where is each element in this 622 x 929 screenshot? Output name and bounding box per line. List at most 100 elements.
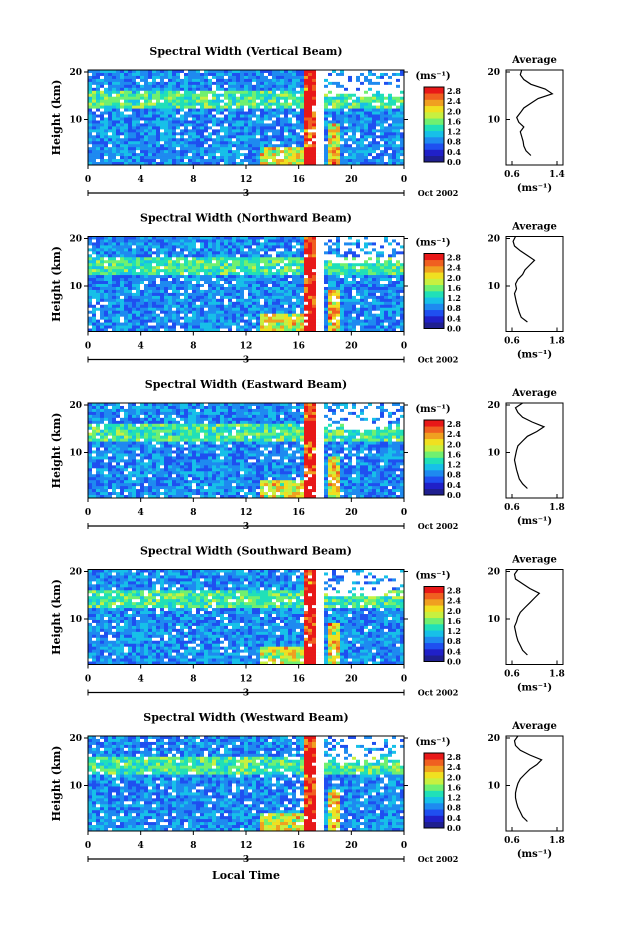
heatmap-cell [152, 111, 157, 115]
heatmap-cell [164, 236, 169, 240]
heatmap-cell [136, 284, 141, 288]
heatmap-cell [272, 129, 277, 133]
heatmap-cell [272, 150, 277, 154]
heatmap-cell [112, 245, 117, 249]
heatmap-cell [284, 307, 289, 312]
heatmap-cell [320, 272, 325, 276]
heatmap-cell [140, 84, 145, 89]
heatmap-cell [204, 75, 209, 80]
heatmap-cell [328, 292, 333, 297]
heatmap-cell [228, 162, 233, 166]
heatmap-cell [336, 251, 341, 255]
heatmap-cell [160, 289, 165, 294]
heatmap-cell [356, 239, 361, 243]
heatmap-cell [300, 93, 305, 98]
heatmap-cell [100, 120, 105, 124]
heatmap-cell [96, 295, 101, 300]
heatmap-cell [344, 319, 349, 323]
heatmap-cell [208, 248, 213, 252]
heatmap-cell [240, 153, 245, 157]
heatmap-cell [196, 325, 201, 329]
heatmap-cell [92, 263, 97, 267]
heatmap-cell [360, 144, 365, 148]
heatmap-cell [184, 102, 189, 106]
heatmap-cell [288, 292, 293, 297]
heatmap-cell [240, 292, 245, 297]
heatmap-cell [132, 135, 137, 139]
heatmap-cell [88, 126, 93, 130]
heatmap-cell [176, 78, 181, 83]
heatmap-cell [280, 278, 285, 282]
heatmap-cell [268, 108, 273, 112]
heatmap-cell [160, 99, 165, 103]
heatmap-cell [116, 78, 121, 83]
heatmap-cell [376, 245, 381, 249]
heatmap-cell [372, 254, 377, 258]
heatmap-cell [296, 242, 301, 246]
heatmap-cell [336, 281, 341, 285]
heatmap-cell [200, 278, 205, 282]
heatmap-cell [240, 278, 245, 282]
heatmap-cell [304, 272, 309, 276]
heatmap-cell [160, 325, 165, 329]
heatmap-cell [312, 105, 317, 109]
heatmap-cell [268, 254, 273, 258]
heatmap-cell [208, 132, 213, 136]
heatmap-cell [216, 126, 221, 130]
heatmap-cell [384, 289, 389, 294]
heatmap-cell [264, 292, 269, 297]
heatmap-cell [172, 319, 177, 323]
heatmap-cell [348, 239, 353, 243]
heatmap-cell [336, 81, 341, 86]
heatmap-cell [208, 245, 213, 249]
heatmap-cell [108, 129, 113, 133]
heatmap-cell [364, 120, 369, 124]
heatmap-cell [116, 153, 121, 157]
heatmap-cell [196, 298, 201, 303]
heatmap-cell [136, 298, 141, 303]
heatmap-cell [212, 105, 217, 109]
heatmap-cell [364, 307, 369, 312]
heatmap-cell [100, 132, 105, 136]
heatmap-cell [108, 132, 113, 136]
heatmap-cell [328, 147, 333, 151]
heatmap-cell [272, 242, 277, 246]
heatmap-cell [156, 254, 161, 258]
heatmap-cell [172, 325, 177, 329]
heatmap-cell [92, 126, 97, 130]
heatmap-cell [236, 319, 241, 323]
heatmap-cell [168, 108, 173, 112]
heatmap-cell [356, 272, 361, 276]
heatmap-cell [348, 298, 353, 303]
heatmap-cell [388, 78, 393, 83]
heatmap-cell [276, 75, 281, 80]
heatmap-cell [312, 150, 317, 154]
heatmap-cell [156, 242, 161, 246]
heatmap-cell [124, 108, 129, 112]
heatmap-cell [356, 286, 361, 291]
heatmap-cell [112, 301, 117, 306]
heatmap-cell [236, 126, 241, 130]
heatmap-cell [164, 328, 169, 332]
heatmap-cell [112, 304, 117, 309]
heatmap-cell [164, 281, 169, 285]
heatmap-cell [140, 289, 145, 294]
heatmap-cell [388, 84, 393, 89]
heatmap-cell [156, 126, 161, 130]
heatmap-cell [132, 301, 137, 306]
heatmap-cell [232, 239, 237, 243]
heatmap-cell [112, 93, 117, 98]
heatmap-cell [352, 319, 357, 323]
heatmap-cell [176, 239, 181, 243]
heatmap-cell [100, 84, 105, 89]
heatmap-cell [292, 87, 297, 92]
heatmap-cell [224, 99, 229, 103]
heatmap-cell [348, 257, 353, 261]
heatmap-cell [384, 236, 389, 240]
heatmap-cell [284, 272, 289, 276]
heatmap-cell [316, 108, 321, 112]
heatmap-cell [124, 304, 129, 309]
heatmap-cell [232, 316, 237, 320]
heatmap-cell [260, 117, 265, 121]
heatmap-cell [188, 263, 193, 267]
